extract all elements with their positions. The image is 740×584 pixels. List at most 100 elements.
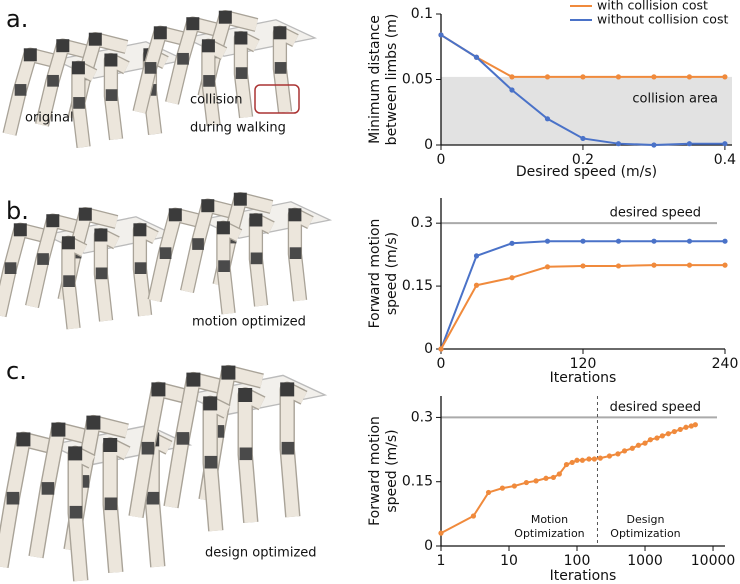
- figure: a. b. c. original collision during walki…: [0, 0, 740, 584]
- collision-area: [441, 77, 732, 145]
- data-point: [687, 141, 692, 146]
- phase-label: Optimization: [514, 527, 584, 540]
- x-tick-label: 0.4: [714, 152, 736, 168]
- data-point: [524, 480, 529, 485]
- robot-joint: [7, 492, 20, 505]
- data-point: [642, 441, 647, 446]
- robot: [155, 193, 331, 314]
- x-tick-label: 1000: [627, 553, 663, 569]
- caption: during walking: [190, 121, 286, 136]
- y-axis-label: Forward motion: [367, 416, 383, 526]
- data-point: [630, 446, 635, 451]
- robot-joint: [63, 275, 75, 287]
- robot-joint: [142, 442, 155, 455]
- data-point: [580, 458, 585, 463]
- data-point: [722, 74, 727, 79]
- data-point: [651, 142, 656, 147]
- data-point: [438, 531, 443, 536]
- robot: [1, 416, 190, 581]
- robot-joint: [147, 492, 160, 505]
- data-point: [474, 283, 479, 288]
- reference-label: desired speed: [610, 400, 701, 415]
- robot-joint: [275, 62, 287, 74]
- caption: original: [25, 111, 74, 126]
- robot-joint: [46, 214, 59, 227]
- robot-joint: [135, 262, 147, 274]
- robot-joint: [79, 208, 92, 221]
- x-axis-label: Iterations: [550, 568, 617, 584]
- y-tick-label: 0.15: [402, 278, 433, 294]
- robot-joint: [104, 54, 117, 67]
- data-point: [615, 451, 620, 456]
- robot-joint: [234, 32, 247, 45]
- data-point: [533, 478, 538, 483]
- data-point: [586, 456, 591, 461]
- robot-joint: [86, 416, 100, 430]
- robot-joint: [238, 388, 252, 402]
- robot: [140, 11, 316, 125]
- robot-joint: [203, 75, 215, 87]
- robot-joint: [47, 75, 59, 87]
- x-tick-label: 10: [500, 553, 518, 569]
- robot-joint: [234, 193, 247, 206]
- data-point: [545, 239, 550, 244]
- robot-joint: [106, 89, 118, 101]
- robot-joint: [15, 84, 27, 96]
- robot-joint: [251, 253, 263, 265]
- robot-joint: [151, 382, 165, 396]
- robot-joint: [56, 39, 69, 52]
- x-tick-label: 0: [437, 152, 446, 168]
- data-point: [474, 253, 479, 258]
- robot-joint: [5, 262, 17, 274]
- data-point: [666, 431, 671, 436]
- data-point: [693, 422, 698, 427]
- series-line: [441, 241, 725, 349]
- data-point: [564, 462, 569, 467]
- y-axis-label: Minimum distance: [367, 15, 383, 144]
- robot-joint: [282, 442, 295, 455]
- data-point: [438, 32, 443, 37]
- data-point: [607, 453, 612, 458]
- robot-joint: [186, 373, 200, 387]
- data-point: [651, 263, 656, 268]
- robot-joint: [14, 223, 27, 236]
- data-point: [654, 435, 659, 440]
- data-point: [687, 239, 692, 244]
- robot: [0, 208, 175, 329]
- data-point: [570, 460, 575, 465]
- y-tick-label: 0.15: [402, 474, 433, 490]
- robot-joint: [273, 26, 286, 39]
- robot-illustrations: [0, 11, 330, 581]
- y-tick-label: 0.05: [402, 72, 433, 88]
- data-point: [648, 437, 653, 442]
- robot-joint: [249, 214, 262, 227]
- data-point: [486, 490, 491, 495]
- data-point: [683, 425, 688, 430]
- data-point: [580, 136, 585, 141]
- robot-joint: [202, 39, 215, 52]
- data-point: [592, 456, 597, 461]
- data-point: [722, 141, 727, 146]
- panel-label: a.: [6, 5, 28, 33]
- data-point: [509, 74, 514, 79]
- robot-joint: [186, 17, 199, 30]
- robot-joint: [16, 432, 30, 446]
- robot-joint: [154, 26, 167, 39]
- data-point: [574, 458, 579, 463]
- series-line: [441, 35, 725, 77]
- phase-label: Design: [626, 513, 664, 526]
- robot-joint: [68, 446, 82, 460]
- robot-joint: [192, 238, 204, 250]
- x-tick-label: 0: [437, 356, 446, 372]
- data-point: [651, 74, 656, 79]
- data-point: [722, 263, 727, 268]
- robot-joint: [177, 432, 190, 445]
- y-axis-label: speed (m/s): [384, 429, 400, 512]
- x-axis-label: Iterations: [550, 370, 617, 386]
- data-point: [471, 513, 476, 518]
- x-tick-label: 100: [564, 553, 591, 569]
- data-point: [438, 346, 443, 351]
- robot-joint: [96, 268, 108, 280]
- data-point: [598, 456, 603, 461]
- data-point: [500, 486, 505, 491]
